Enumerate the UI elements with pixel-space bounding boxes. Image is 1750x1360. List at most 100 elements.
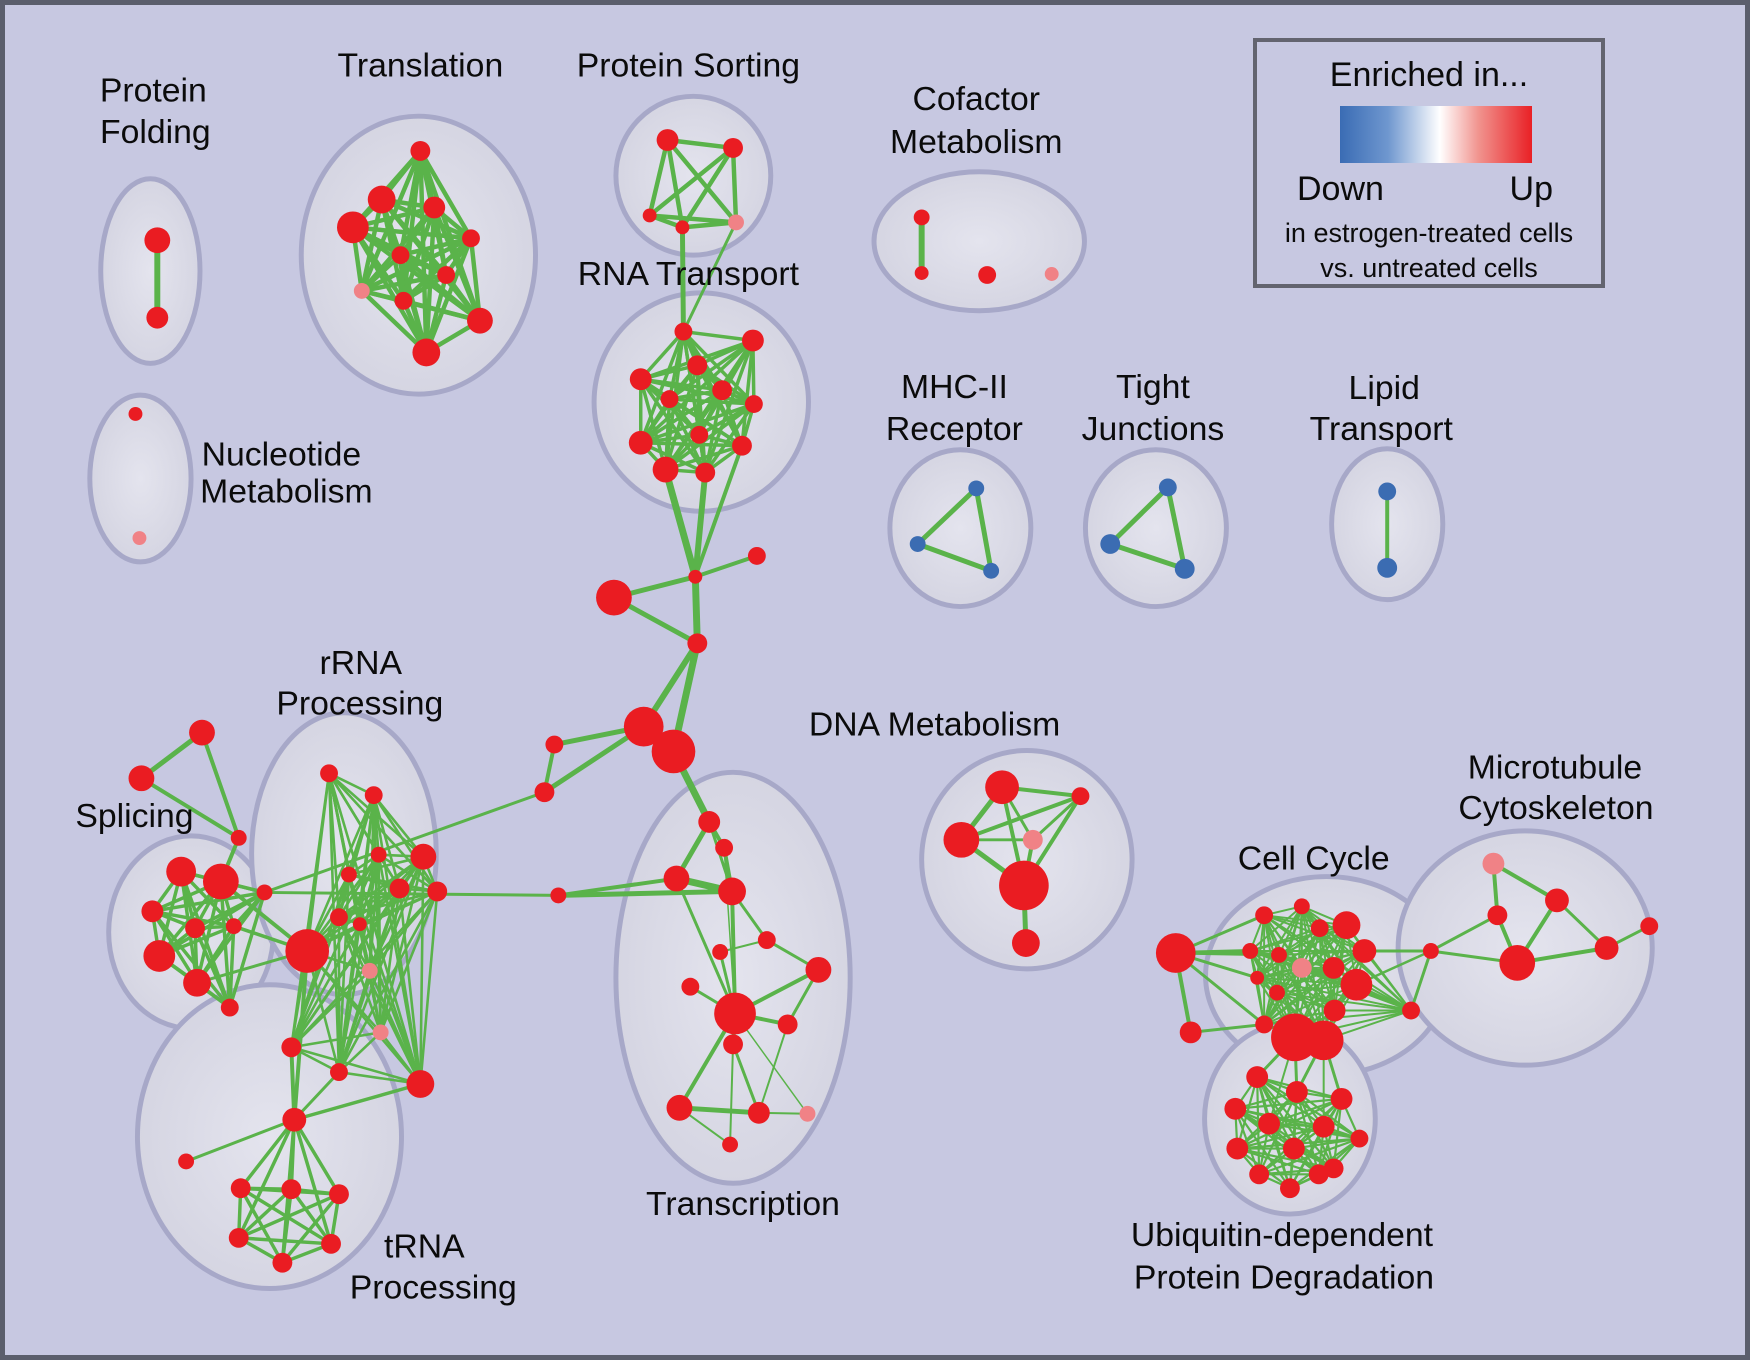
- transcription-node: [722, 1136, 739, 1153]
- ubiquitin-degradation-edge: [1295, 1090, 1361, 1140]
- protein-sorting-edge: [647, 145, 736, 218]
- translation-node: [391, 246, 410, 265]
- rrna-processing-node: [406, 1070, 435, 1098]
- central-connectors-node: [651, 729, 696, 774]
- cell-cycle-edge: [1256, 976, 1336, 1012]
- rrna-processing-node: [389, 878, 410, 899]
- rrna-processing-edge: [290, 853, 380, 1049]
- cofactor-metabolism-node: [913, 209, 930, 226]
- protein-sorting-node: [728, 214, 744, 231]
- transcription-node: [714, 992, 756, 1035]
- cell-cycle-node: [1402, 1001, 1420, 1020]
- translation-edge: [359, 288, 429, 355]
- trna-processing-edge: [236, 1118, 297, 1240]
- trna-processing-node: [272, 1252, 293, 1273]
- transcription-edge: [674, 877, 737, 1016]
- rrna-processing-edge: [305, 890, 439, 953]
- ubiquitin-degradation-node: [1308, 1164, 1329, 1185]
- rrna-processing-node: [330, 908, 348, 927]
- rna-transport-node: [744, 395, 763, 413]
- protein-folding-label: Folding: [100, 113, 211, 151]
- splicing-node: [166, 856, 197, 887]
- splicing-node: [256, 884, 273, 901]
- central-connectors-node: [687, 633, 708, 654]
- inter-cluster-edge: [662, 466, 699, 581]
- legend-gradient-bar: [1340, 106, 1532, 163]
- tight-junctions-edge: [1107, 484, 1171, 547]
- cofactor-metabolism-node: [914, 266, 929, 280]
- rna-transport-node: [652, 456, 679, 483]
- dna-metabolism-node: [1071, 787, 1090, 806]
- rrna-processing-node: [372, 1024, 389, 1041]
- ubiquitin-degradation-node: [1312, 1115, 1335, 1138]
- rrna-processing-node: [370, 846, 387, 863]
- central-connectors-node: [534, 782, 555, 803]
- cell-cycle-edge: [1318, 927, 1413, 1012]
- ubiquitin-degradation-node: [1249, 1164, 1270, 1185]
- cell-cycle-edge: [1263, 927, 1321, 1026]
- translation-label: Translation: [338, 46, 504, 84]
- central-connectors-node: [688, 569, 703, 584]
- rna-transport-node: [628, 430, 653, 455]
- cell-cycle-node: [1269, 984, 1285, 1001]
- tight-junctions-label: Tight: [1116, 368, 1190, 406]
- translation-edge: [359, 197, 384, 294]
- translation-node: [367, 185, 396, 214]
- ubiquitin-degradation-edge: [1256, 1075, 1325, 1128]
- translation-edge: [398, 236, 474, 258]
- cell-cycle-node: [1323, 999, 1346, 1022]
- transcription-edge: [731, 1042, 761, 1115]
- rna-transport-edge: [638, 441, 744, 448]
- rna-transport-node: [712, 380, 733, 401]
- central-connectors-edge: [691, 573, 701, 647]
- transcription-node: [723, 1034, 743, 1055]
- trna-processing-edge: [292, 1118, 341, 1196]
- trna-processing-edge: [280, 1187, 294, 1265]
- central-connectors-node: [747, 546, 766, 565]
- ubiquitin-degradation-label: Protein Degradation: [1134, 1258, 1434, 1296]
- protein-sorting-node: [656, 129, 679, 151]
- splicing-triangle-node: [189, 719, 215, 746]
- rrna-processing-edge: [337, 969, 372, 1074]
- transcription-edge: [723, 847, 736, 1015]
- rrna-processing-edge: [305, 793, 376, 953]
- dna-metabolism-node: [999, 860, 1049, 911]
- dna-metabolism-node: [1011, 929, 1040, 957]
- microtubule-cytoskeleton-node: [1545, 888, 1569, 913]
- lipid-transport-label: Lipid: [1349, 369, 1420, 407]
- inter-cluster-edge: [1189, 1022, 1266, 1034]
- cell-cycle-edge: [1249, 905, 1303, 952]
- lipid-transport-node: [1377, 557, 1398, 578]
- inter-cluster-edge: [1409, 949, 1433, 1013]
- inter-cluster-edge: [289, 1045, 297, 1122]
- transcription-label: Transcription: [646, 1185, 840, 1223]
- cell-cycle-left-node: [1155, 933, 1196, 973]
- mhc-ii-receptor-edge: [973, 485, 994, 574]
- protein-folding-label: Protein: [100, 71, 207, 109]
- transcription-node: [712, 944, 729, 960]
- rrna-processing-node: [352, 917, 367, 932]
- translation-edge: [401, 236, 474, 304]
- cell-cycle-node: [1322, 956, 1345, 979]
- microtubule-cytoskeleton-node: [1422, 943, 1439, 959]
- protein-sorting-edge: [665, 137, 739, 225]
- translation-edge: [424, 236, 474, 355]
- dna-metabolism-edge: [1031, 794, 1082, 842]
- splicing-triangle-node: [128, 765, 155, 792]
- central-connectors-node: [545, 735, 564, 754]
- central-connectors-edge: [693, 553, 759, 579]
- protein-sorting-edge: [665, 137, 685, 230]
- protein-folding-node: [146, 306, 169, 329]
- rrna-processing-node: [410, 843, 437, 870]
- splicing-edge: [150, 890, 267, 914]
- splicing-label: Splicing: [75, 797, 193, 835]
- mhc-ii-receptor-edge: [915, 541, 994, 574]
- rrna-processing-edge: [368, 969, 422, 1086]
- tight-junctions-node: [1174, 558, 1195, 579]
- translation-edge: [468, 236, 483, 323]
- cell-cycle-edge: [1263, 905, 1303, 1026]
- inter-cluster-edge: [292, 949, 310, 1122]
- rna-transport-edge: [638, 388, 724, 445]
- splicing-node: [220, 998, 239, 1017]
- splicing-node: [225, 918, 242, 935]
